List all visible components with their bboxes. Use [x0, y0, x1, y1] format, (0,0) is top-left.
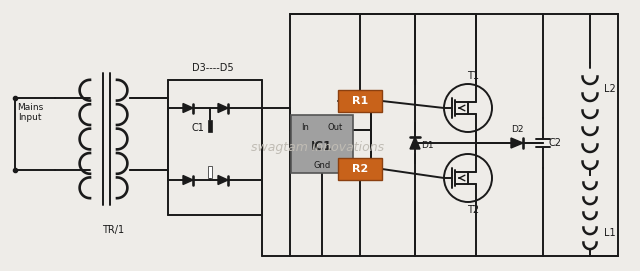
Text: L1: L1	[604, 227, 616, 237]
Text: swagtam innovations: swagtam innovations	[252, 141, 385, 154]
Text: IC1: IC1	[312, 140, 333, 153]
Bar	[208, 120, 212, 132]
Bar	[338, 158, 382, 180]
Text: In: In	[301, 122, 309, 131]
Text: Mains: Mains	[17, 104, 43, 112]
Text: D3----D5: D3----D5	[192, 63, 234, 73]
Text: Input: Input	[19, 114, 42, 122]
Polygon shape	[218, 104, 228, 112]
Bar	[338, 90, 382, 112]
Bar	[208, 166, 212, 178]
Polygon shape	[511, 138, 523, 148]
Text: L2: L2	[604, 84, 616, 94]
Text: T2: T2	[467, 205, 479, 215]
Text: R2: R2	[352, 164, 368, 174]
Text: TR/1: TR/1	[102, 225, 124, 235]
Text: R1: R1	[352, 96, 368, 106]
Text: C1: C1	[192, 123, 205, 133]
Polygon shape	[218, 176, 228, 185]
Polygon shape	[183, 176, 193, 185]
Text: C2: C2	[548, 138, 561, 148]
Polygon shape	[183, 104, 193, 112]
Text: D1: D1	[420, 140, 433, 150]
Text: Gnd: Gnd	[314, 160, 331, 169]
Text: D2: D2	[511, 124, 524, 134]
Bar	[291, 115, 353, 173]
Text: T1: T1	[467, 71, 479, 81]
Text: Out: Out	[328, 122, 343, 131]
Polygon shape	[410, 137, 420, 149]
